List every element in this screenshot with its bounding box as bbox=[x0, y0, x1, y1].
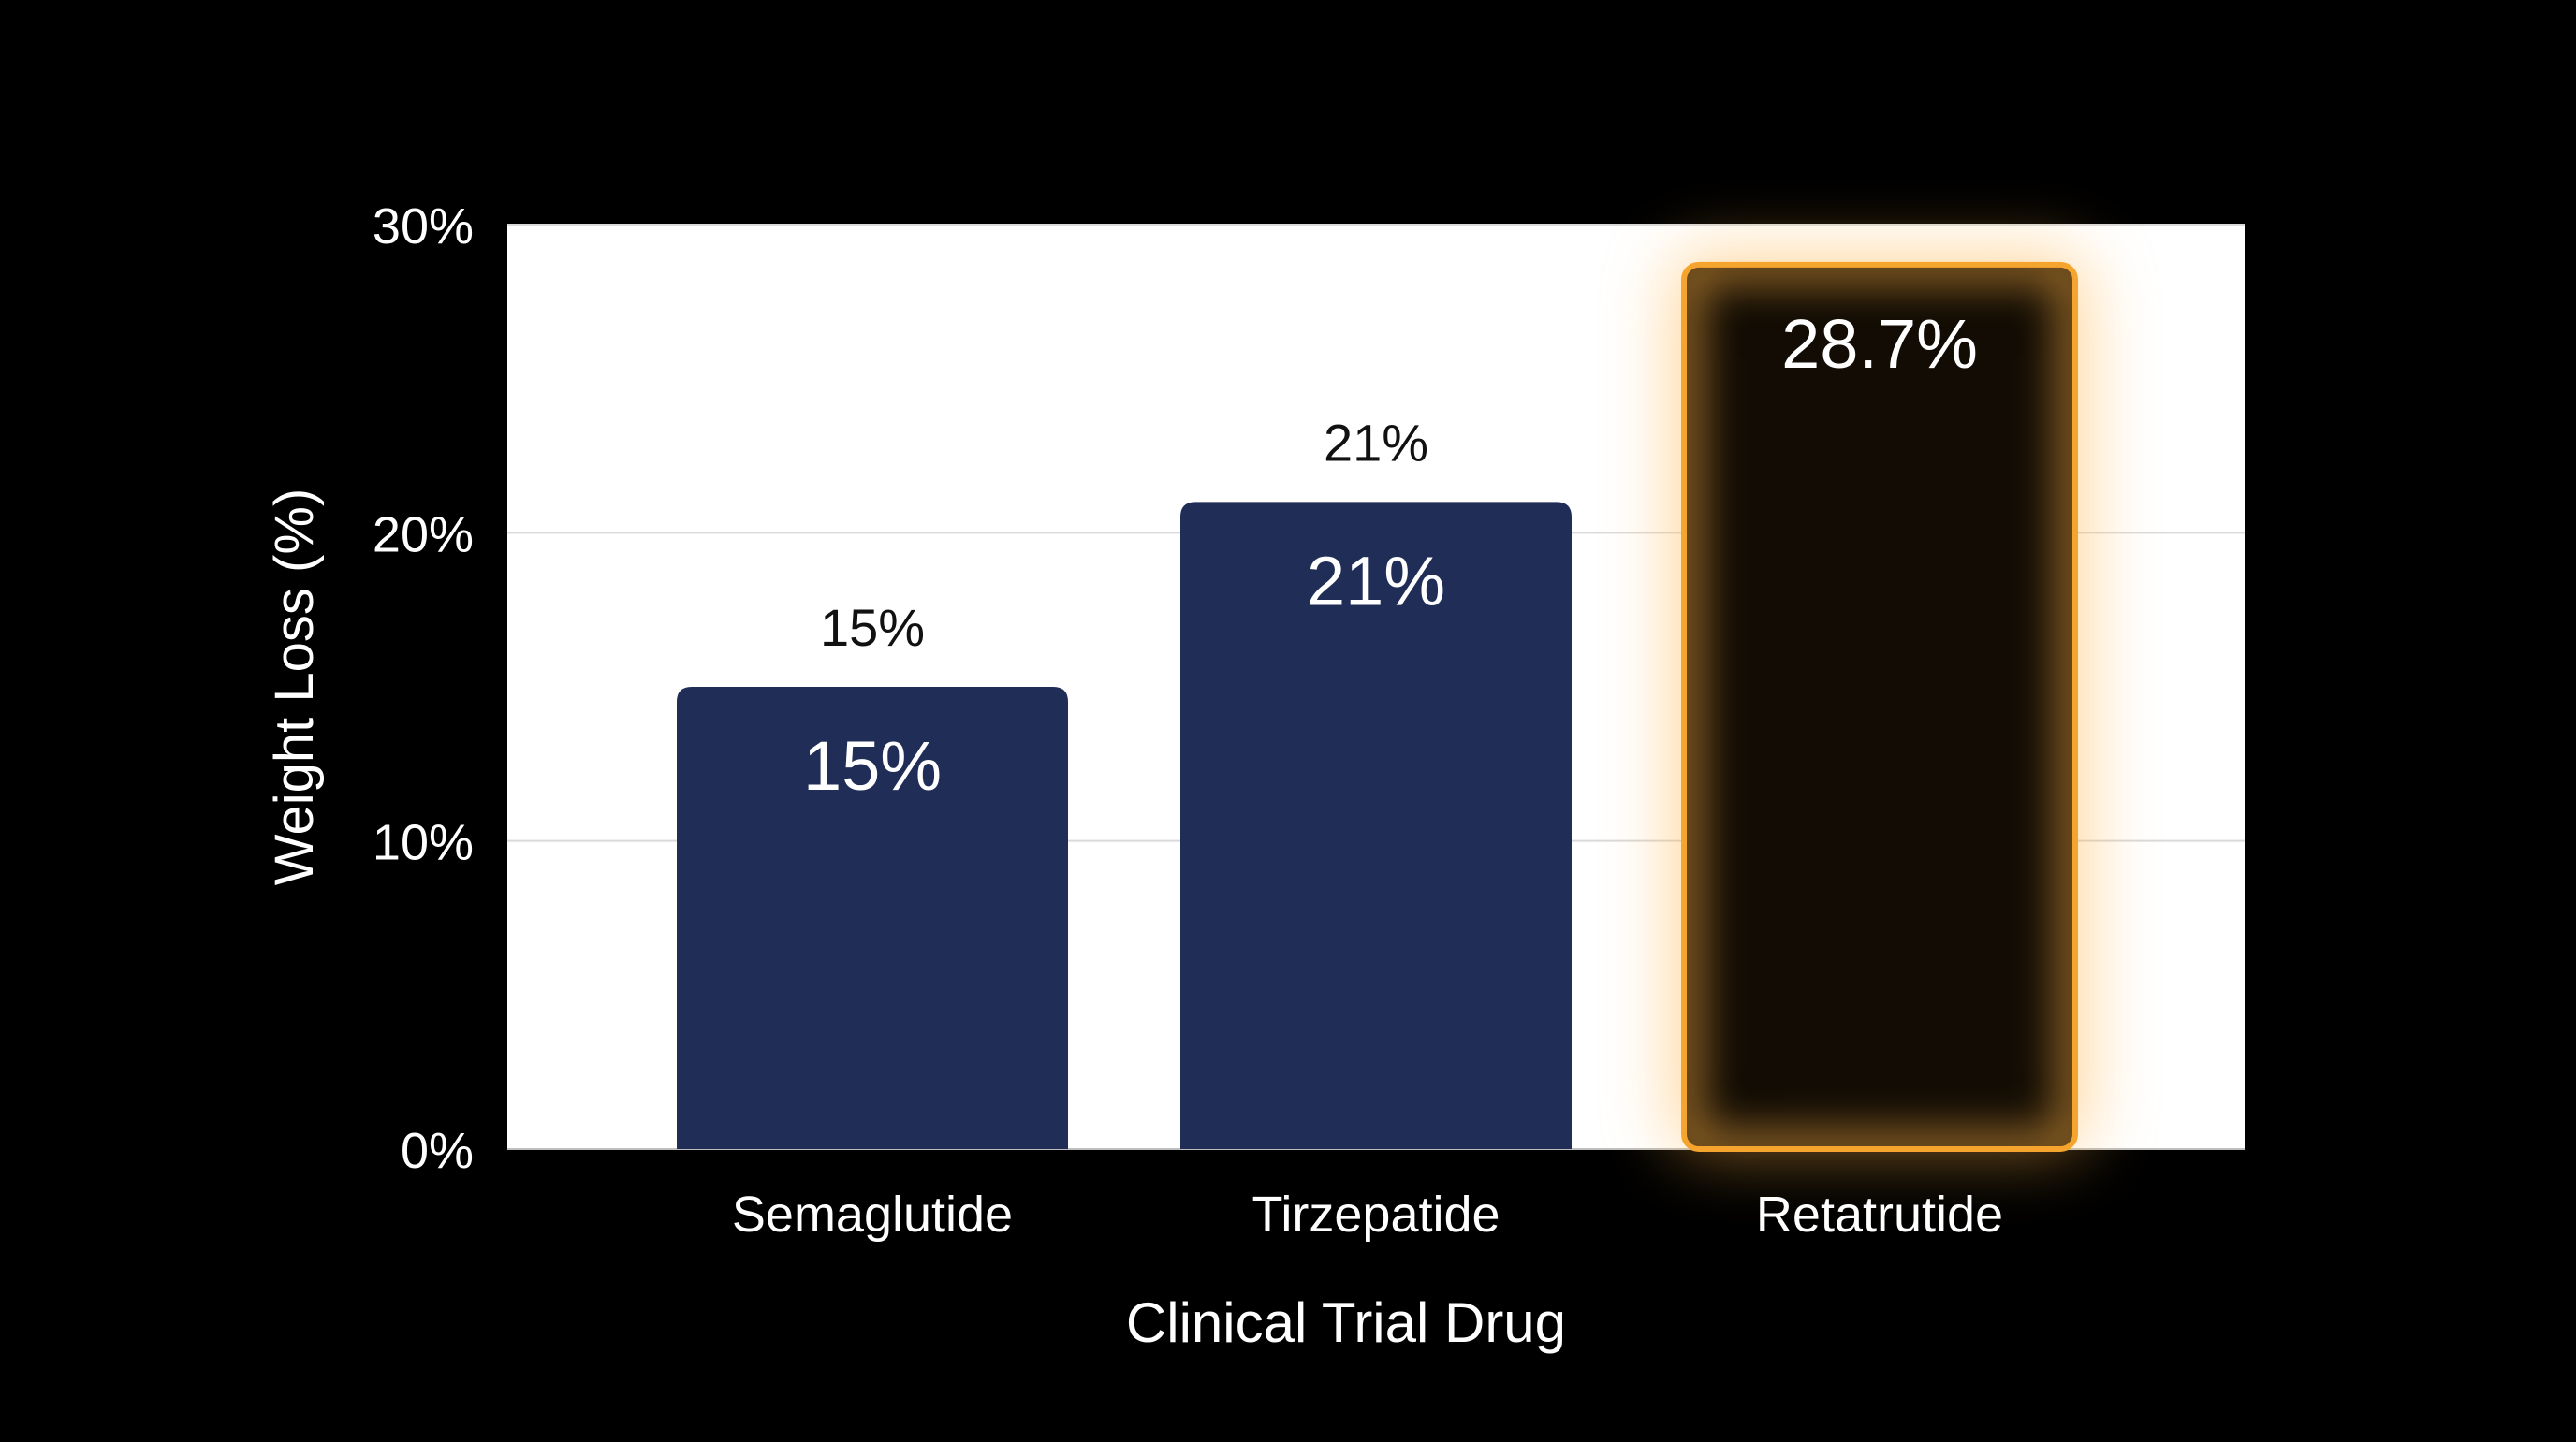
data-label-inside: 15% bbox=[803, 727, 942, 805]
bar-retatrutide bbox=[1684, 264, 2075, 1149]
y-axis-title: Weight Loss (%) bbox=[264, 488, 325, 885]
bar-tirzepatide bbox=[1180, 502, 1572, 1149]
y-axis-ticks: 0% 10% 20% 30% bbox=[373, 198, 474, 1179]
data-label-outside: 21% bbox=[1324, 413, 1428, 472]
x-axis-title: Clinical Trial Drug bbox=[1126, 1291, 1566, 1354]
x-category-label: Tirzepatide bbox=[1251, 1187, 1500, 1243]
x-category-label: Semaglutide bbox=[732, 1187, 1013, 1243]
y-tick-label: 0% bbox=[401, 1123, 474, 1179]
bar-border bbox=[1681, 261, 2078, 1152]
x-axis-categories: Semaglutide Tirzepatide Retatrutide bbox=[732, 1187, 2003, 1243]
bars: 15% 15% 21% 21% 28.7% bbox=[677, 255, 2085, 1152]
y-tick-label: 20% bbox=[373, 506, 474, 562]
x-category-label: Retatrutide bbox=[1756, 1187, 2003, 1243]
y-tick-label: 30% bbox=[373, 198, 474, 255]
y-tick-label: 10% bbox=[373, 815, 474, 871]
data-label-inside: 21% bbox=[1307, 542, 1445, 619]
data-label-outside: 15% bbox=[820, 598, 925, 657]
bar-semaglutide bbox=[677, 687, 1068, 1149]
data-label-inside: 28.7% bbox=[1781, 305, 1978, 383]
